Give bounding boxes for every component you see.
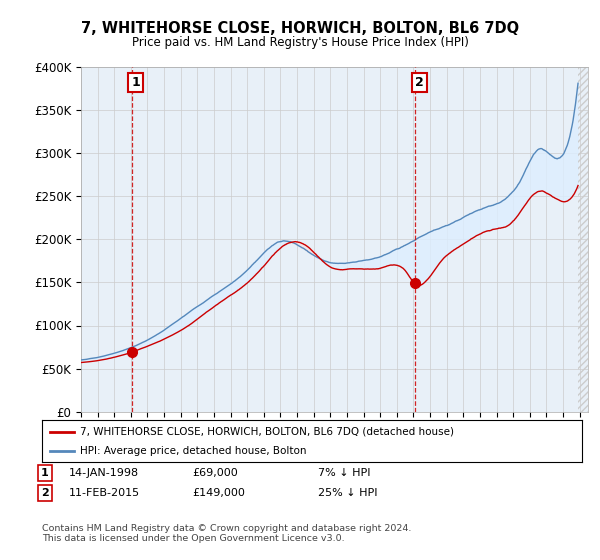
Text: 1: 1 — [131, 76, 140, 89]
Text: 14-JAN-1998: 14-JAN-1998 — [69, 468, 139, 478]
Text: 7% ↓ HPI: 7% ↓ HPI — [318, 468, 371, 478]
Text: 11-FEB-2015: 11-FEB-2015 — [69, 488, 140, 498]
Text: 7, WHITEHORSE CLOSE, HORWICH, BOLTON, BL6 7DQ (detached house): 7, WHITEHORSE CLOSE, HORWICH, BOLTON, BL… — [80, 427, 454, 437]
Text: Price paid vs. HM Land Registry's House Price Index (HPI): Price paid vs. HM Land Registry's House … — [131, 36, 469, 49]
Text: 2: 2 — [415, 76, 424, 89]
Text: HPI: Average price, detached house, Bolton: HPI: Average price, detached house, Bolt… — [80, 446, 307, 456]
Text: £69,000: £69,000 — [192, 468, 238, 478]
Text: 25% ↓ HPI: 25% ↓ HPI — [318, 488, 377, 498]
Text: 2: 2 — [41, 488, 49, 498]
Text: £149,000: £149,000 — [192, 488, 245, 498]
Text: 1: 1 — [41, 468, 49, 478]
Text: 7, WHITEHORSE CLOSE, HORWICH, BOLTON, BL6 7DQ: 7, WHITEHORSE CLOSE, HORWICH, BOLTON, BL… — [81, 21, 519, 36]
Text: Contains HM Land Registry data © Crown copyright and database right 2024.
This d: Contains HM Land Registry data © Crown c… — [42, 524, 412, 543]
